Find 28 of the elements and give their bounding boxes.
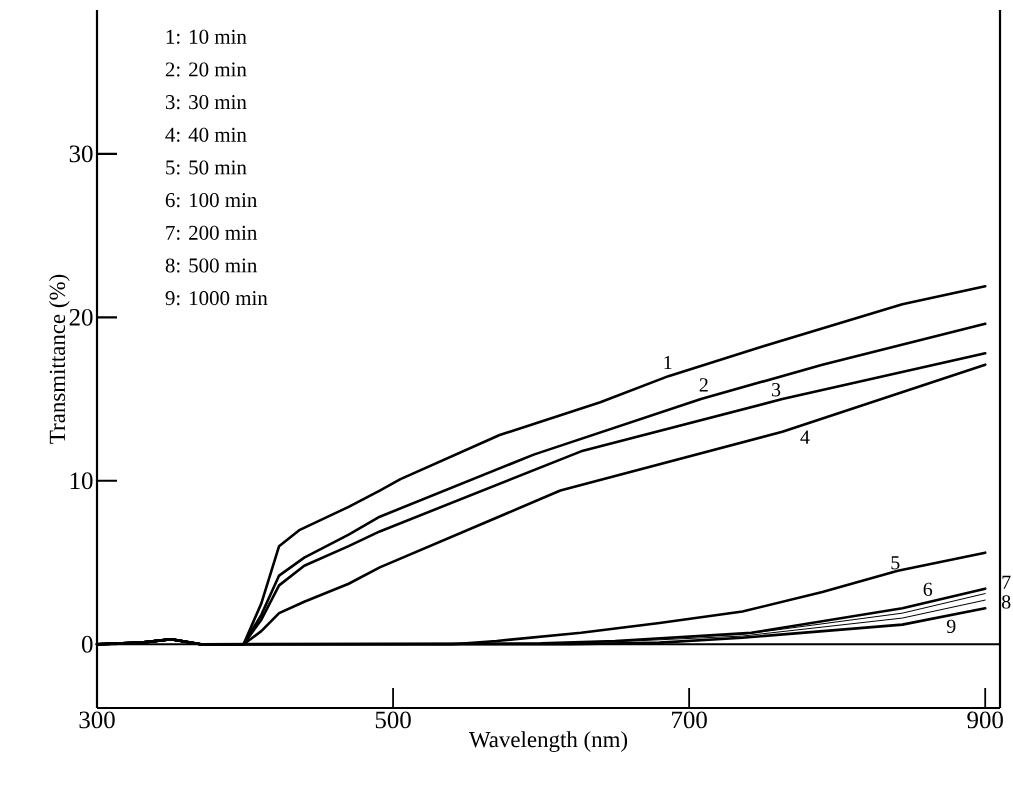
annotation: 4: 40 min <box>165 127 247 142</box>
y-tick-label: 30 <box>69 145 93 163</box>
text: 7 <box>1002 575 1011 589</box>
x-axis-title: Wavelength (nm) <box>468 731 628 752</box>
y-tick-label: 0 <box>81 635 93 653</box>
annotation: 3: 30 min <box>165 95 247 110</box>
annotation: 6: 100 min <box>165 193 258 208</box>
annotation: 1: 10 min <box>166 29 247 44</box>
annotation: 5 <box>891 556 900 570</box>
annotation: 1 <box>664 355 672 370</box>
annotation: 3 <box>772 383 781 397</box>
y-tick-label: 20 <box>69 308 93 326</box>
y-axis-title: Transmittance (%) <box>48 274 70 444</box>
annotation: 9: 1000 min <box>165 291 268 306</box>
x-tick-label: 700 <box>672 711 707 729</box>
x-tick-label: 900 <box>967 711 1003 729</box>
annotation: 5: 50 min <box>166 160 247 175</box>
annotation: 2 <box>699 378 708 392</box>
annotation: 9 <box>946 619 956 633</box>
annotation: 8: 500 min <box>165 258 258 273</box>
text: 8 <box>1001 595 1011 609</box>
annotation: 2: 20 min <box>165 62 247 77</box>
annotation: 6 <box>923 582 933 597</box>
annotation: 4 <box>800 430 810 444</box>
x-tick-label: 500 <box>375 711 411 729</box>
x-tick-label: 300 <box>79 711 115 729</box>
annotation: 7: 200 min <box>166 225 258 240</box>
y-tick-label: 10 <box>70 472 93 490</box>
